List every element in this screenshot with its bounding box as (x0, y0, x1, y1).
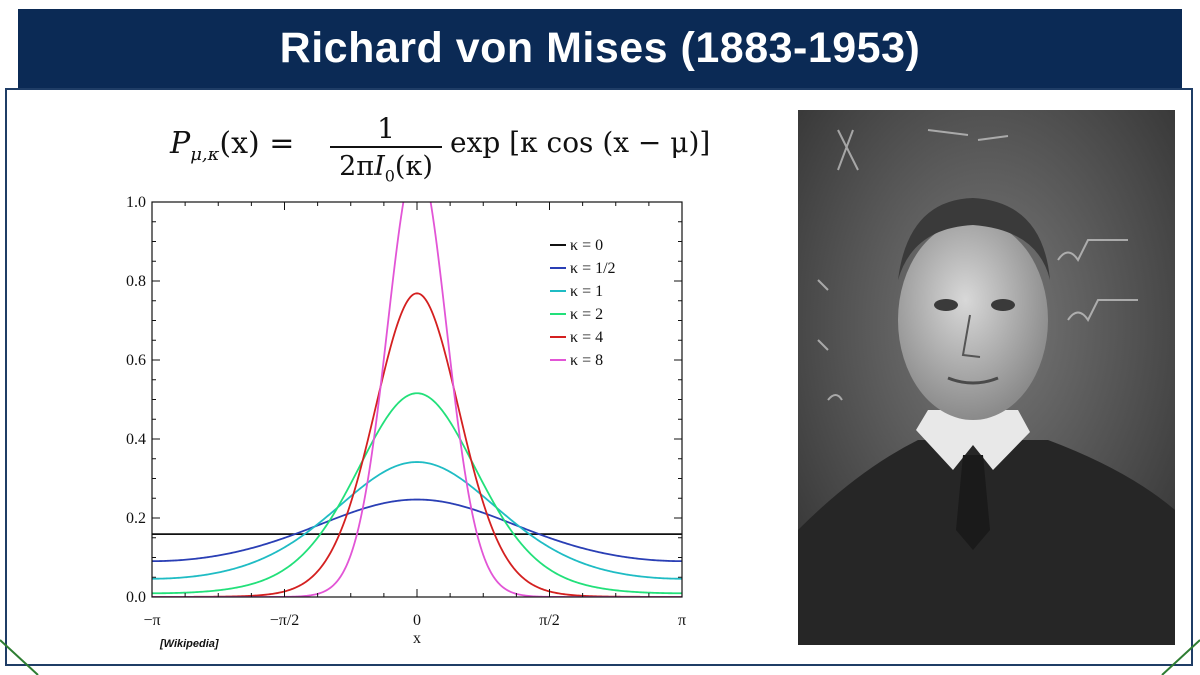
y-tick-label: 0.0 (126, 589, 146, 606)
formula-argument: (x) = (219, 126, 295, 161)
formula-denominator: 2πI0(κ) (330, 148, 442, 186)
formula-den-bessel: I (374, 151, 385, 182)
x-tick-label: 0 (413, 612, 421, 629)
plot-area: 0.0 0.2 0.4 0.6 0.8 1.0 −π −π/2 0 π/2 π x κ = 0 κ = 1… (126, 194, 686, 647)
formula-lhs: Pμ,κ(x) = (170, 126, 294, 165)
content-frame (5, 88, 1193, 666)
formula-p: P (170, 126, 191, 161)
formula-rhs: exp [κ cos (x − μ)] (450, 126, 711, 159)
legend-label-0: κ = 0 (570, 237, 603, 254)
formula-fraction-bar (330, 146, 442, 148)
title-bar: Richard von Mises (1883-1953) (18, 9, 1182, 88)
legend-label-1: κ = 1/2 (570, 260, 616, 277)
slide-title: Richard von Mises (1883-1953) (279, 24, 921, 72)
formula-den-sub: 0 (384, 166, 395, 186)
legend-label-3: κ = 2 (570, 306, 603, 323)
series-line-2 (152, 461, 682, 580)
formula-subscript: μ,κ (190, 144, 220, 165)
von-mises-formula: Pμ,κ(x) = 1 2πI0(κ) exp [κ cos (x − μ)] (170, 112, 710, 186)
legend-label-2: κ = 1 (570, 283, 603, 300)
y-tick-label: 0.6 (126, 352, 146, 369)
x-tick-label: −π (143, 612, 160, 629)
formula-den-kappa: (κ) (394, 151, 433, 182)
formula-numerator: 1 (377, 112, 395, 145)
x-tick-label: −π/2 (270, 612, 300, 629)
formula-fraction: 1 2πI0(κ) (330, 112, 442, 186)
y-tick-label: 0.4 (126, 431, 146, 448)
portrait-photo-icon (798, 110, 1175, 645)
y-tick-label: 0.8 (126, 273, 146, 290)
formula-den-2pi: 2π (339, 151, 375, 182)
series-line-3 (152, 392, 682, 595)
portrait-photo (798, 110, 1175, 645)
source-note: [Wikipedia] (160, 638, 219, 650)
y-tick-label: 1.0 (126, 194, 146, 211)
legend-label-5: κ = 8 (570, 352, 603, 369)
series-line-5 (152, 202, 682, 597)
series-line-1 (152, 498, 682, 563)
x-tick-label: π/2 (539, 612, 560, 629)
x-axis-label: x (413, 630, 421, 647)
x-tick-label: π (678, 612, 686, 629)
y-tick-label: 0.2 (126, 510, 146, 527)
legend-label-4: κ = 4 (570, 329, 603, 346)
